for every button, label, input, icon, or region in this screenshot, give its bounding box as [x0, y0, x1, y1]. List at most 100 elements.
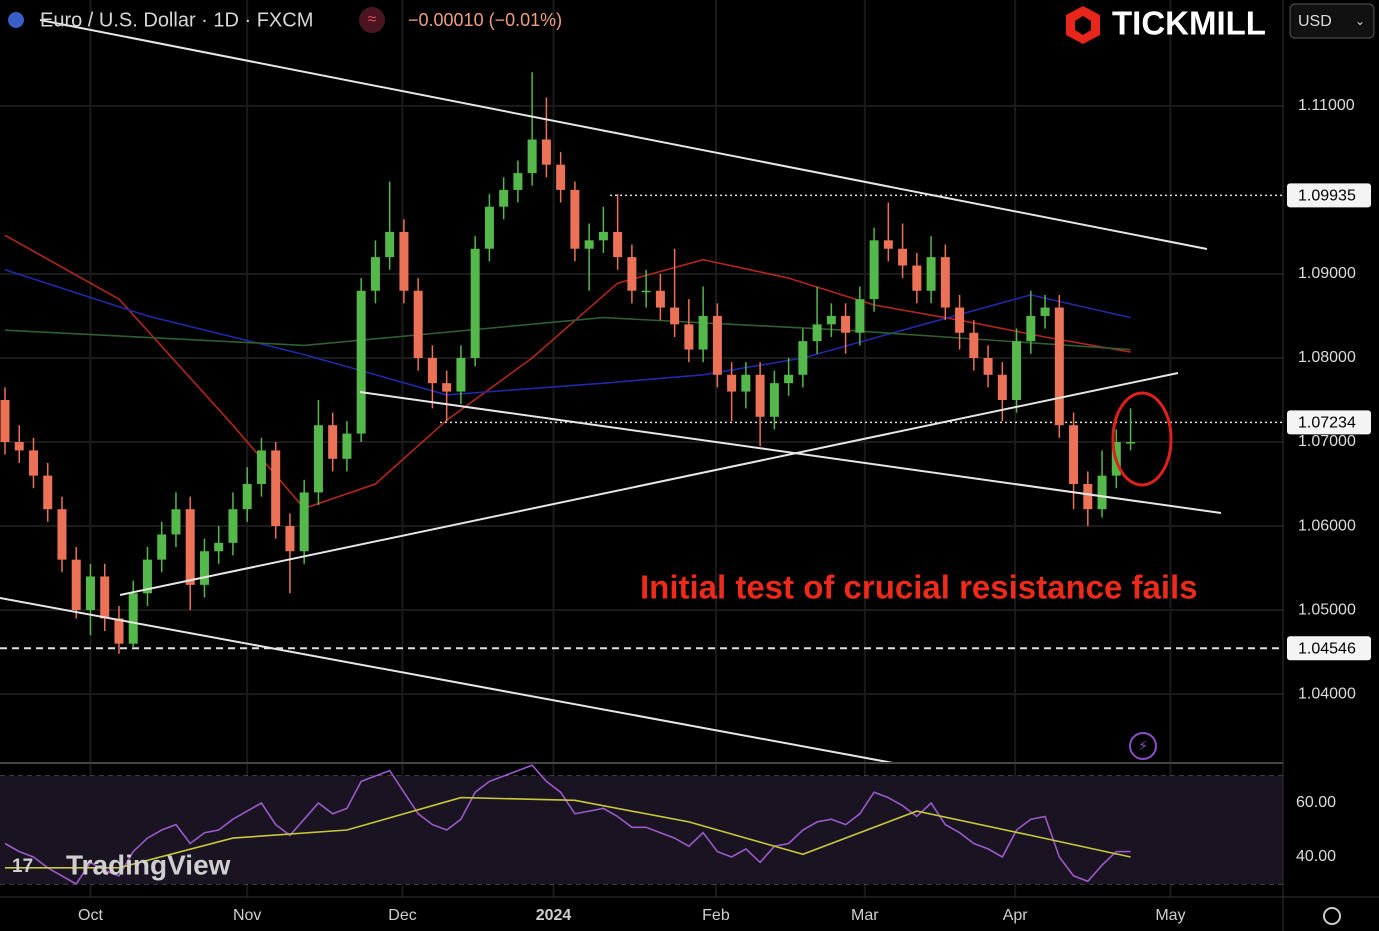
candle-body: [798, 341, 808, 375]
candle-body: [541, 139, 551, 165]
watermark-logo: 17: [12, 856, 33, 877]
candle-body: [527, 139, 537, 174]
brand-name: TICKMILL: [1112, 5, 1266, 42]
moving-average: [4, 316, 1131, 351]
y-tick-label: 1.04000: [1298, 685, 1356, 702]
x-tick-label: Oct: [78, 907, 103, 924]
candle-body: [14, 442, 24, 451]
candle-body: [869, 240, 879, 300]
candle-body: [242, 484, 252, 510]
candle-body: [940, 257, 950, 308]
annotation: Initial test of crucial resistance fails: [640, 569, 1198, 606]
symbol-icon: [8, 12, 24, 28]
alert-icon-glyph[interactable]: ⚡: [1138, 738, 1148, 754]
candle-body: [43, 475, 53, 510]
marks: [0, 72, 1283, 886]
candle-body: [513, 173, 523, 190]
x-tick-label: Apr: [1003, 907, 1029, 924]
alert-icon[interactable]: [1129, 732, 1157, 760]
candle-body: [1012, 341, 1022, 400]
candle-body: [1126, 442, 1136, 444]
candle-body: [85, 576, 95, 611]
candle-body: [698, 315, 708, 350]
candle-body: [128, 593, 138, 644]
candle-body: [399, 231, 409, 291]
candle-body: [413, 290, 423, 358]
price-level-box: [1287, 183, 1371, 208]
rsi-tick-label: 60.00: [1296, 794, 1336, 811]
candle-body: [883, 240, 893, 249]
rsi-band: [0, 776, 1283, 884]
candle-body: [983, 357, 993, 375]
x-tick-label: Mar: [851, 907, 879, 924]
candle-body: [1097, 475, 1107, 510]
candle-body: [328, 425, 338, 459]
candle-body: [826, 315, 836, 325]
candle-body: [1026, 315, 1036, 342]
y-tick-label: 1.05000: [1298, 601, 1356, 618]
candle-body: [214, 542, 224, 552]
indicator-icon: [359, 7, 385, 33]
candle-body: [855, 299, 865, 333]
trend-line: [119, 372, 1179, 596]
highlight-ellipse: [1111, 391, 1173, 487]
currency-select[interactable]: [1289, 3, 1375, 39]
price-level-label: 1.07234: [1298, 415, 1356, 432]
candle-body: [256, 450, 266, 485]
candle-body: [1040, 307, 1050, 316]
candle-body: [727, 374, 737, 392]
candle-body: [100, 576, 110, 619]
price-level-box: [1287, 636, 1371, 661]
candle-body: [484, 206, 494, 249]
candle-body: [1083, 484, 1093, 510]
currency-label[interactable]: USD: [1298, 13, 1332, 30]
candle-body: [0, 399, 10, 443]
symbol-title: Euro / U.S. Dollar · 1D · FXCM: [40, 9, 313, 31]
candle-body: [584, 240, 594, 249]
candle-body: [1054, 307, 1064, 426]
candle-body: [641, 290, 651, 293]
candle-body: [185, 509, 195, 585]
candle-body: [712, 315, 722, 375]
rsi-line: [4, 764, 1131, 886]
candle-body: [955, 307, 965, 333]
candle-body: [427, 357, 437, 384]
y-tick-label: 1.09000: [1298, 265, 1356, 282]
candle-body: [556, 164, 566, 190]
candle-body: [784, 374, 794, 384]
candle-body: [142, 559, 152, 594]
candle-body: [285, 526, 295, 552]
candle-body: [926, 257, 936, 291]
moving-average: [4, 268, 1131, 396]
candle-body: [969, 332, 979, 358]
candle-body: [271, 450, 281, 527]
candle-body: [470, 248, 480, 358]
candle-body: [598, 231, 608, 241]
settings-icon[interactable]: [1323, 907, 1341, 925]
candle-body: [812, 324, 822, 342]
candle-body: [769, 383, 779, 417]
candle-body: [741, 374, 751, 392]
price-level-label: 1.09935: [1298, 188, 1356, 205]
candle-body: [28, 450, 38, 476]
candle-body: [456, 357, 466, 392]
candle-body: [997, 374, 1007, 400]
candle-body: [912, 265, 922, 291]
axes: Oct Nov Dec 2024 Feb Mar Apr May 1.11000 1.09000 1…: [78, 97, 1371, 924]
candle-body: [570, 189, 580, 249]
candle-body: [1069, 425, 1079, 485]
rsi-ma-line: [5, 796, 1131, 869]
candle-body: [157, 534, 167, 560]
candle-body: [684, 324, 694, 350]
x-tick-label: 2024: [536, 907, 572, 924]
y-tick-label: 1.07000: [1298, 433, 1356, 450]
candle-body: [313, 425, 323, 493]
dropdown-caret[interactable]: ⌄: [1355, 14, 1365, 28]
candle-body: [898, 248, 908, 266]
trend-line: [0, 597, 894, 764]
y-tick-label: 1.06000: [1298, 517, 1356, 534]
price-level-label: 1.04546: [1298, 640, 1356, 657]
candle-body: [370, 257, 380, 291]
candle-body: [71, 559, 81, 611]
